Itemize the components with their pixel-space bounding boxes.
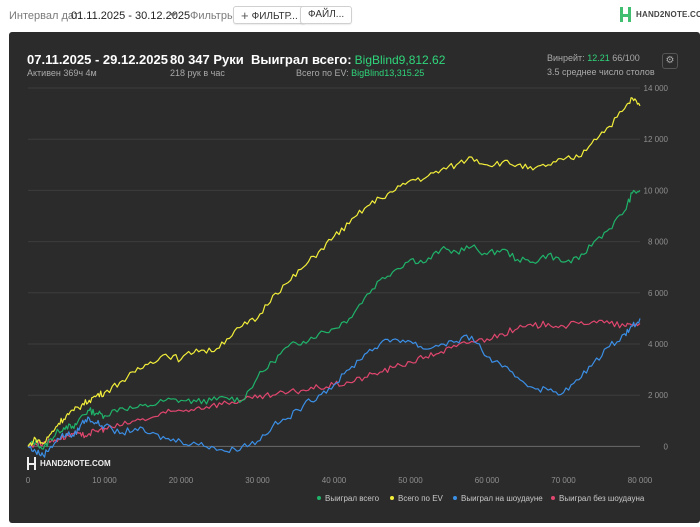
- legend-label-total: Выиграл всего: [325, 494, 380, 503]
- won-total-value: BigBlind9,812.62: [354, 53, 446, 67]
- y-tick-label: 2 000: [648, 391, 669, 400]
- x-tick-label: 80 000: [628, 476, 653, 485]
- y-tick-label: 4 000: [648, 340, 669, 349]
- x-tick-label: 40 000: [322, 476, 347, 485]
- stats-won-total: Выиграл всего: BigBlind9,812.62: [251, 52, 445, 67]
- files-button-label: ФАЙЛ...: [308, 9, 345, 20]
- x-tick-label: 10 000: [92, 476, 117, 485]
- legend-item-showdown[interactable]: Выиграл на шоудауне: [453, 494, 543, 503]
- won-total-label: Выиграл всего:: [251, 52, 352, 67]
- winrate-unit: 66/100: [612, 53, 640, 63]
- x-tick-label: 20 000: [169, 476, 194, 485]
- x-tick-label: 70 000: [551, 476, 576, 485]
- gear-icon: ⚙: [665, 55, 675, 66]
- ev-total-value: BigBlind13,315.25: [351, 68, 425, 78]
- top-toolbar: Интервал дат: 01.11.2025 - 30.12.2025 Фи…: [0, 0, 700, 30]
- stats-hands-per-hour: 218 рук в час: [170, 68, 225, 78]
- plus-icon: +: [241, 8, 249, 23]
- legend-item-ev[interactable]: Всего по EV: [390, 494, 443, 503]
- files-button[interactable]: ФАЙЛ...: [300, 6, 353, 24]
- x-tick-label: 30 000: [245, 476, 270, 485]
- x-tick-label: 0: [26, 476, 31, 485]
- watermark-logo-icon: [27, 457, 37, 470]
- graph-panel: 0 2 000 4 000 6 000 8 000 10 000 12 000 14 000 0…: [9, 32, 700, 523]
- series-line-nonshowdown: [27, 319, 641, 448]
- stats-tables-avg: 3.5 среднее число столов: [547, 67, 655, 77]
- legend-dot: [317, 496, 321, 500]
- x-tick-label: 50 000: [398, 476, 423, 485]
- stats-ev-total: Всего по EV: BigBlind13,315.25: [296, 68, 424, 78]
- add-filter-button[interactable]: + ФИЛЬТР...: [233, 6, 306, 24]
- series-line-ev: [27, 97, 641, 447]
- y-tick-label: 6 000: [648, 289, 669, 298]
- stats-winrate: Винрейт: 12.21 66/100: [547, 53, 640, 63]
- hand2note-logo: HAND2NOTE.COM: [619, 7, 700, 23]
- series-line-showdown: [27, 318, 641, 458]
- winrate-value: 12.21: [587, 53, 610, 63]
- hand2note-logo-icon: [619, 7, 633, 22]
- y-tick-label: 12 000: [644, 135, 669, 144]
- watermark-text: HAND2NOTE.COM: [40, 459, 111, 468]
- legend-label-showdown: Выиграл на шоудауне: [461, 494, 543, 503]
- legend-item-total[interactable]: Выиграл всего: [317, 494, 379, 503]
- date-range-label: Интервал дат:: [9, 10, 82, 22]
- x-tick-label: 60 000: [475, 476, 500, 485]
- stats-date-range: 07.11.2025 - 29.12.2025: [27, 52, 168, 67]
- legend-label-nonshowdown: Выиграл без шоудауна: [559, 494, 645, 503]
- legend-dot: [390, 496, 394, 500]
- series-line-total: [27, 189, 641, 450]
- ev-total-label: Всего по EV:: [296, 68, 349, 78]
- settings-button[interactable]: ⚙: [662, 53, 678, 69]
- profit-chart: 0 2 000 4 000 6 000 8 000 10 000 12 000 14 000 0…: [26, 84, 669, 485]
- y-tick-label: 10 000: [644, 186, 669, 195]
- stats-active-time: Активен 369ч 4м: [27, 68, 97, 78]
- legend-dot: [551, 496, 555, 500]
- legend-dot: [453, 496, 457, 500]
- chevron-down-icon[interactable]: [169, 13, 177, 17]
- y-tick-label: 14 000: [644, 84, 669, 93]
- stats-hands: 80 347 Руки: [170, 52, 244, 67]
- filters-label: Фильтры:: [190, 10, 238, 22]
- y-tick-label: 0: [664, 442, 669, 451]
- logo-text: HAND2NOTE.COM: [636, 10, 700, 19]
- legend-label-ev: Всего по EV: [398, 494, 443, 503]
- y-tick-label: 8 000: [648, 238, 669, 247]
- winrate-label: Винрейт:: [547, 53, 585, 63]
- legend-item-nonshowdown[interactable]: Выиграл без шоудауна: [551, 494, 644, 503]
- date-range-select[interactable]: 01.11.2025 - 30.12.2025: [71, 10, 191, 22]
- add-filter-label: ФИЛЬТР...: [251, 11, 298, 22]
